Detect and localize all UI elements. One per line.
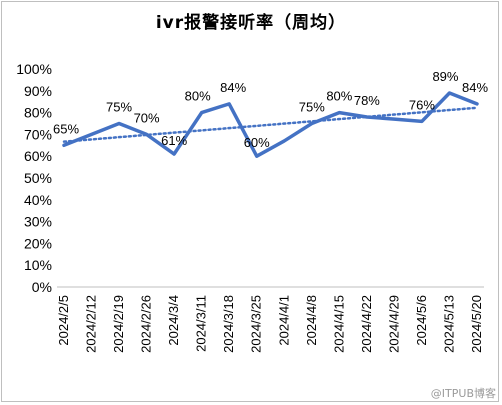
- y-tick-label: 20%: [24, 235, 52, 251]
- x-tick-label: 2024/2/12: [84, 295, 99, 353]
- y-tick-label: 90%: [24, 83, 52, 99]
- data-label: 78%: [354, 93, 380, 108]
- x-tick-label: 2024/3/25: [249, 295, 264, 353]
- data-label: 70%: [134, 110, 160, 125]
- x-tick-label: 2024/4/22: [359, 295, 374, 353]
- x-tick-label: 2024/3/18: [221, 295, 236, 353]
- series-layer: [62, 91, 479, 158]
- data-labels: 65%75%70%61%80%84%60%75%80% 78% 76%89%84%: [53, 69, 488, 150]
- x-tick-label: 2024/4/29: [386, 295, 401, 353]
- series-line: [62, 91, 479, 158]
- x-tick-label: 2024/4/8: [304, 295, 319, 346]
- y-tick-label: 80%: [24, 105, 52, 121]
- x-axis: 2024/2/5 2024/2/12 2024/2/19 2024/2/26 2024/…: [56, 286, 484, 353]
- y-tick-label: 0%: [32, 279, 52, 295]
- x-tick-label: 2024/3/4: [166, 295, 181, 346]
- data-label: 89%: [432, 69, 458, 84]
- x-tick-label: 2024/5/13: [441, 295, 456, 353]
- y-tick-label: 30%: [24, 214, 52, 230]
- data-label: 75%: [106, 100, 132, 115]
- data-label: 80%: [185, 89, 211, 104]
- x-tick-label: 2024/4/1: [276, 295, 291, 346]
- x-tick-label: 2024/2/26: [139, 295, 154, 353]
- data-label: 75%: [299, 100, 325, 115]
- trendline-layer: [62, 106, 479, 143]
- y-tick-label: 50%: [24, 170, 52, 186]
- x-tick-label: 2024/3/11: [194, 295, 209, 352]
- trendline: [62, 106, 479, 143]
- y-tick-label: 70%: [24, 126, 52, 142]
- y-tick-label: 10%: [24, 257, 52, 273]
- data-label: 60%: [244, 135, 270, 150]
- data-label: 61%: [161, 133, 187, 148]
- data-label: 80%: [326, 89, 352, 104]
- x-tick-label: 2024/5/20: [469, 295, 484, 353]
- x-tick-label: 2024/2/5: [56, 295, 71, 346]
- watermark: @ITPUB博客: [430, 387, 496, 400]
- x-tick-label: 2024/5/6: [414, 295, 429, 346]
- y-tick-label: 100%: [16, 61, 52, 77]
- y-tick-label: 40%: [24, 192, 52, 208]
- chart-title: ivr报警接听率（周均）: [155, 13, 347, 33]
- x-tick-label: 2024/2/19: [111, 295, 126, 353]
- data-label: 65%: [53, 121, 79, 136]
- x-tick-label: 2024/4/15: [331, 295, 346, 353]
- y-tick-label: 60%: [24, 148, 52, 164]
- data-label: 76%: [409, 97, 435, 112]
- y-axis: 0% 10% 20% 30% 40% 50% 60% 70% 80% 90% 100%: [16, 61, 52, 295]
- data-label: 84%: [220, 80, 246, 95]
- data-label: 84%: [462, 80, 488, 95]
